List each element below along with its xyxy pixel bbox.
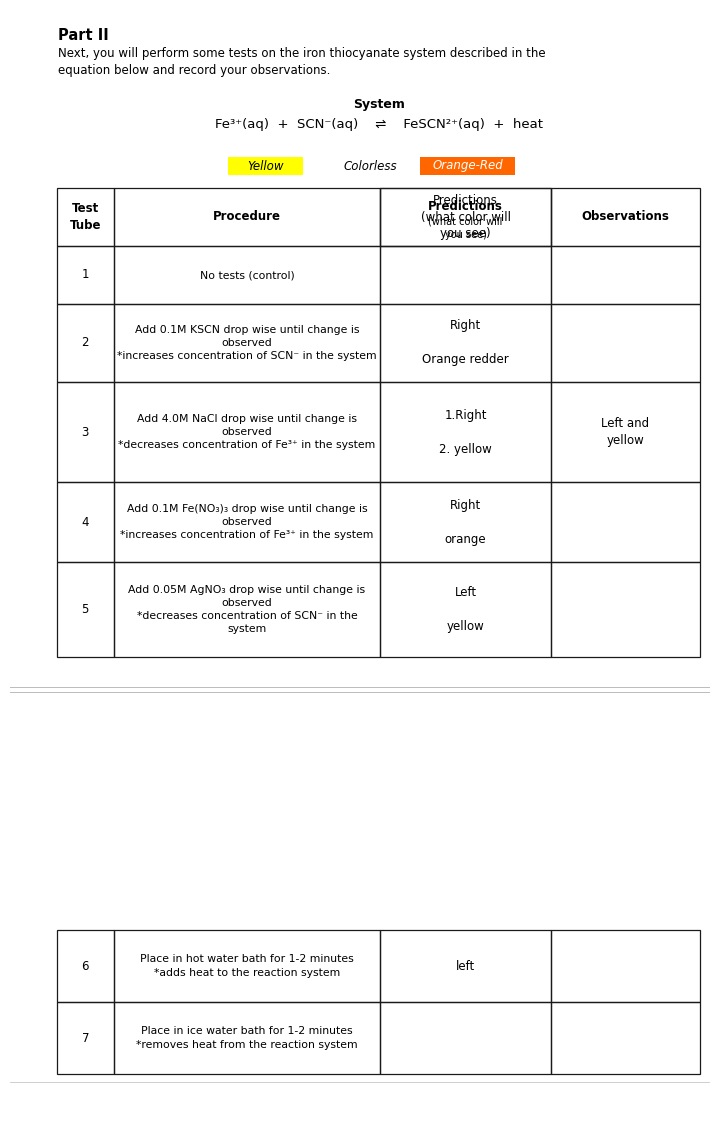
Text: Add 4.0M NaCl drop wise until change is
observed
*decreases concentration of Fe³: Add 4.0M NaCl drop wise until change is … (119, 414, 375, 450)
Bar (551, 482, 700, 562)
Text: equation below and record your observations.: equation below and record your observati… (58, 64, 330, 76)
Text: 5: 5 (81, 603, 89, 616)
Bar (114, 482, 380, 562)
Text: Place in ice water bath for 1-2 minutes
*removes heat from the reaction system: Place in ice water bath for 1-2 minutes … (136, 1026, 358, 1050)
Text: Fe³⁺(aq)  +  SCN⁻(aq)    ⇌    FeSCN²⁺(aq)  +  heat: Fe³⁺(aq) + SCN⁻(aq) ⇌ FeSCN²⁺(aq) + heat (215, 118, 543, 130)
Bar (57, 382, 114, 481)
Text: (what color will: (what color will (429, 217, 503, 227)
Text: Next, you will perform some tests on the iron thiocyanate system described in th: Next, you will perform some tests on the… (58, 47, 546, 60)
Text: Left

yellow: Left yellow (446, 586, 485, 633)
Bar (57, 1002, 114, 1074)
Text: Yellow: Yellow (247, 160, 284, 172)
Text: Add 0.1M KSCN drop wise until change is
observed
*increases concentration of SCN: Add 0.1M KSCN drop wise until change is … (117, 325, 377, 361)
Bar (380, 304, 551, 382)
Bar (57, 482, 114, 562)
Text: Colorless: Colorless (343, 160, 397, 172)
Bar (114, 246, 380, 304)
Bar (57, 246, 114, 304)
Bar (380, 562, 551, 657)
Text: 1: 1 (81, 269, 89, 281)
Bar (57, 304, 114, 382)
Text: Orange-Red: Orange-Red (432, 160, 503, 172)
Text: 6: 6 (81, 960, 89, 972)
Text: Left and
yellow: Left and yellow (601, 417, 649, 447)
Text: Predictions
(what color will
you see): Predictions (what color will you see) (421, 193, 510, 241)
Bar (380, 382, 551, 481)
Bar (380, 930, 551, 1002)
Bar (228, 158, 303, 176)
Text: Right

Orange redder: Right Orange redder (422, 319, 509, 367)
Bar (380, 482, 551, 562)
Bar (114, 304, 380, 382)
Bar (420, 158, 515, 176)
Text: 2: 2 (81, 336, 89, 350)
Text: Observations: Observations (582, 210, 669, 224)
Bar (551, 930, 700, 1002)
Bar (551, 562, 700, 657)
Text: Part II: Part II (58, 28, 109, 43)
Bar (551, 382, 700, 481)
Bar (551, 1002, 700, 1074)
Text: 4: 4 (81, 515, 89, 529)
Bar (114, 930, 380, 1002)
Text: 1.Right

2. yellow: 1.Right 2. yellow (439, 408, 492, 456)
Text: Test
Tube: Test Tube (70, 202, 101, 232)
Text: Add 0.05M AgNO₃ drop wise until change is
observed
*decreases concentration of S: Add 0.05M AgNO₃ drop wise until change i… (129, 585, 365, 634)
Bar (114, 562, 380, 657)
Text: Place in hot water bath for 1-2 minutes
*adds heat to the reaction system: Place in hot water bath for 1-2 minutes … (140, 954, 354, 978)
Text: Procedure: Procedure (213, 210, 281, 224)
Bar (57, 188, 114, 246)
Bar (551, 246, 700, 304)
Bar (114, 382, 380, 481)
Text: 7: 7 (81, 1032, 89, 1044)
Bar (551, 304, 700, 382)
Text: No tests (control): No tests (control) (200, 270, 294, 280)
Bar (380, 1002, 551, 1074)
Text: Predictions: Predictions (429, 199, 503, 213)
Text: System: System (353, 98, 405, 111)
Text: Add 0.1M Fe(NO₃)₃ drop wise until change is
observed
*increases concentration of: Add 0.1M Fe(NO₃)₃ drop wise until change… (120, 504, 374, 540)
Text: Right

orange: Right orange (445, 498, 487, 546)
Bar (380, 188, 551, 246)
Bar (380, 188, 551, 246)
Bar (57, 562, 114, 657)
Text: 3: 3 (81, 425, 89, 439)
Bar (551, 188, 700, 246)
Text: you see): you see) (444, 229, 487, 240)
Text: left: left (456, 960, 475, 972)
Bar (114, 188, 380, 246)
Bar (114, 1002, 380, 1074)
Bar (380, 246, 551, 304)
Bar (57, 930, 114, 1002)
